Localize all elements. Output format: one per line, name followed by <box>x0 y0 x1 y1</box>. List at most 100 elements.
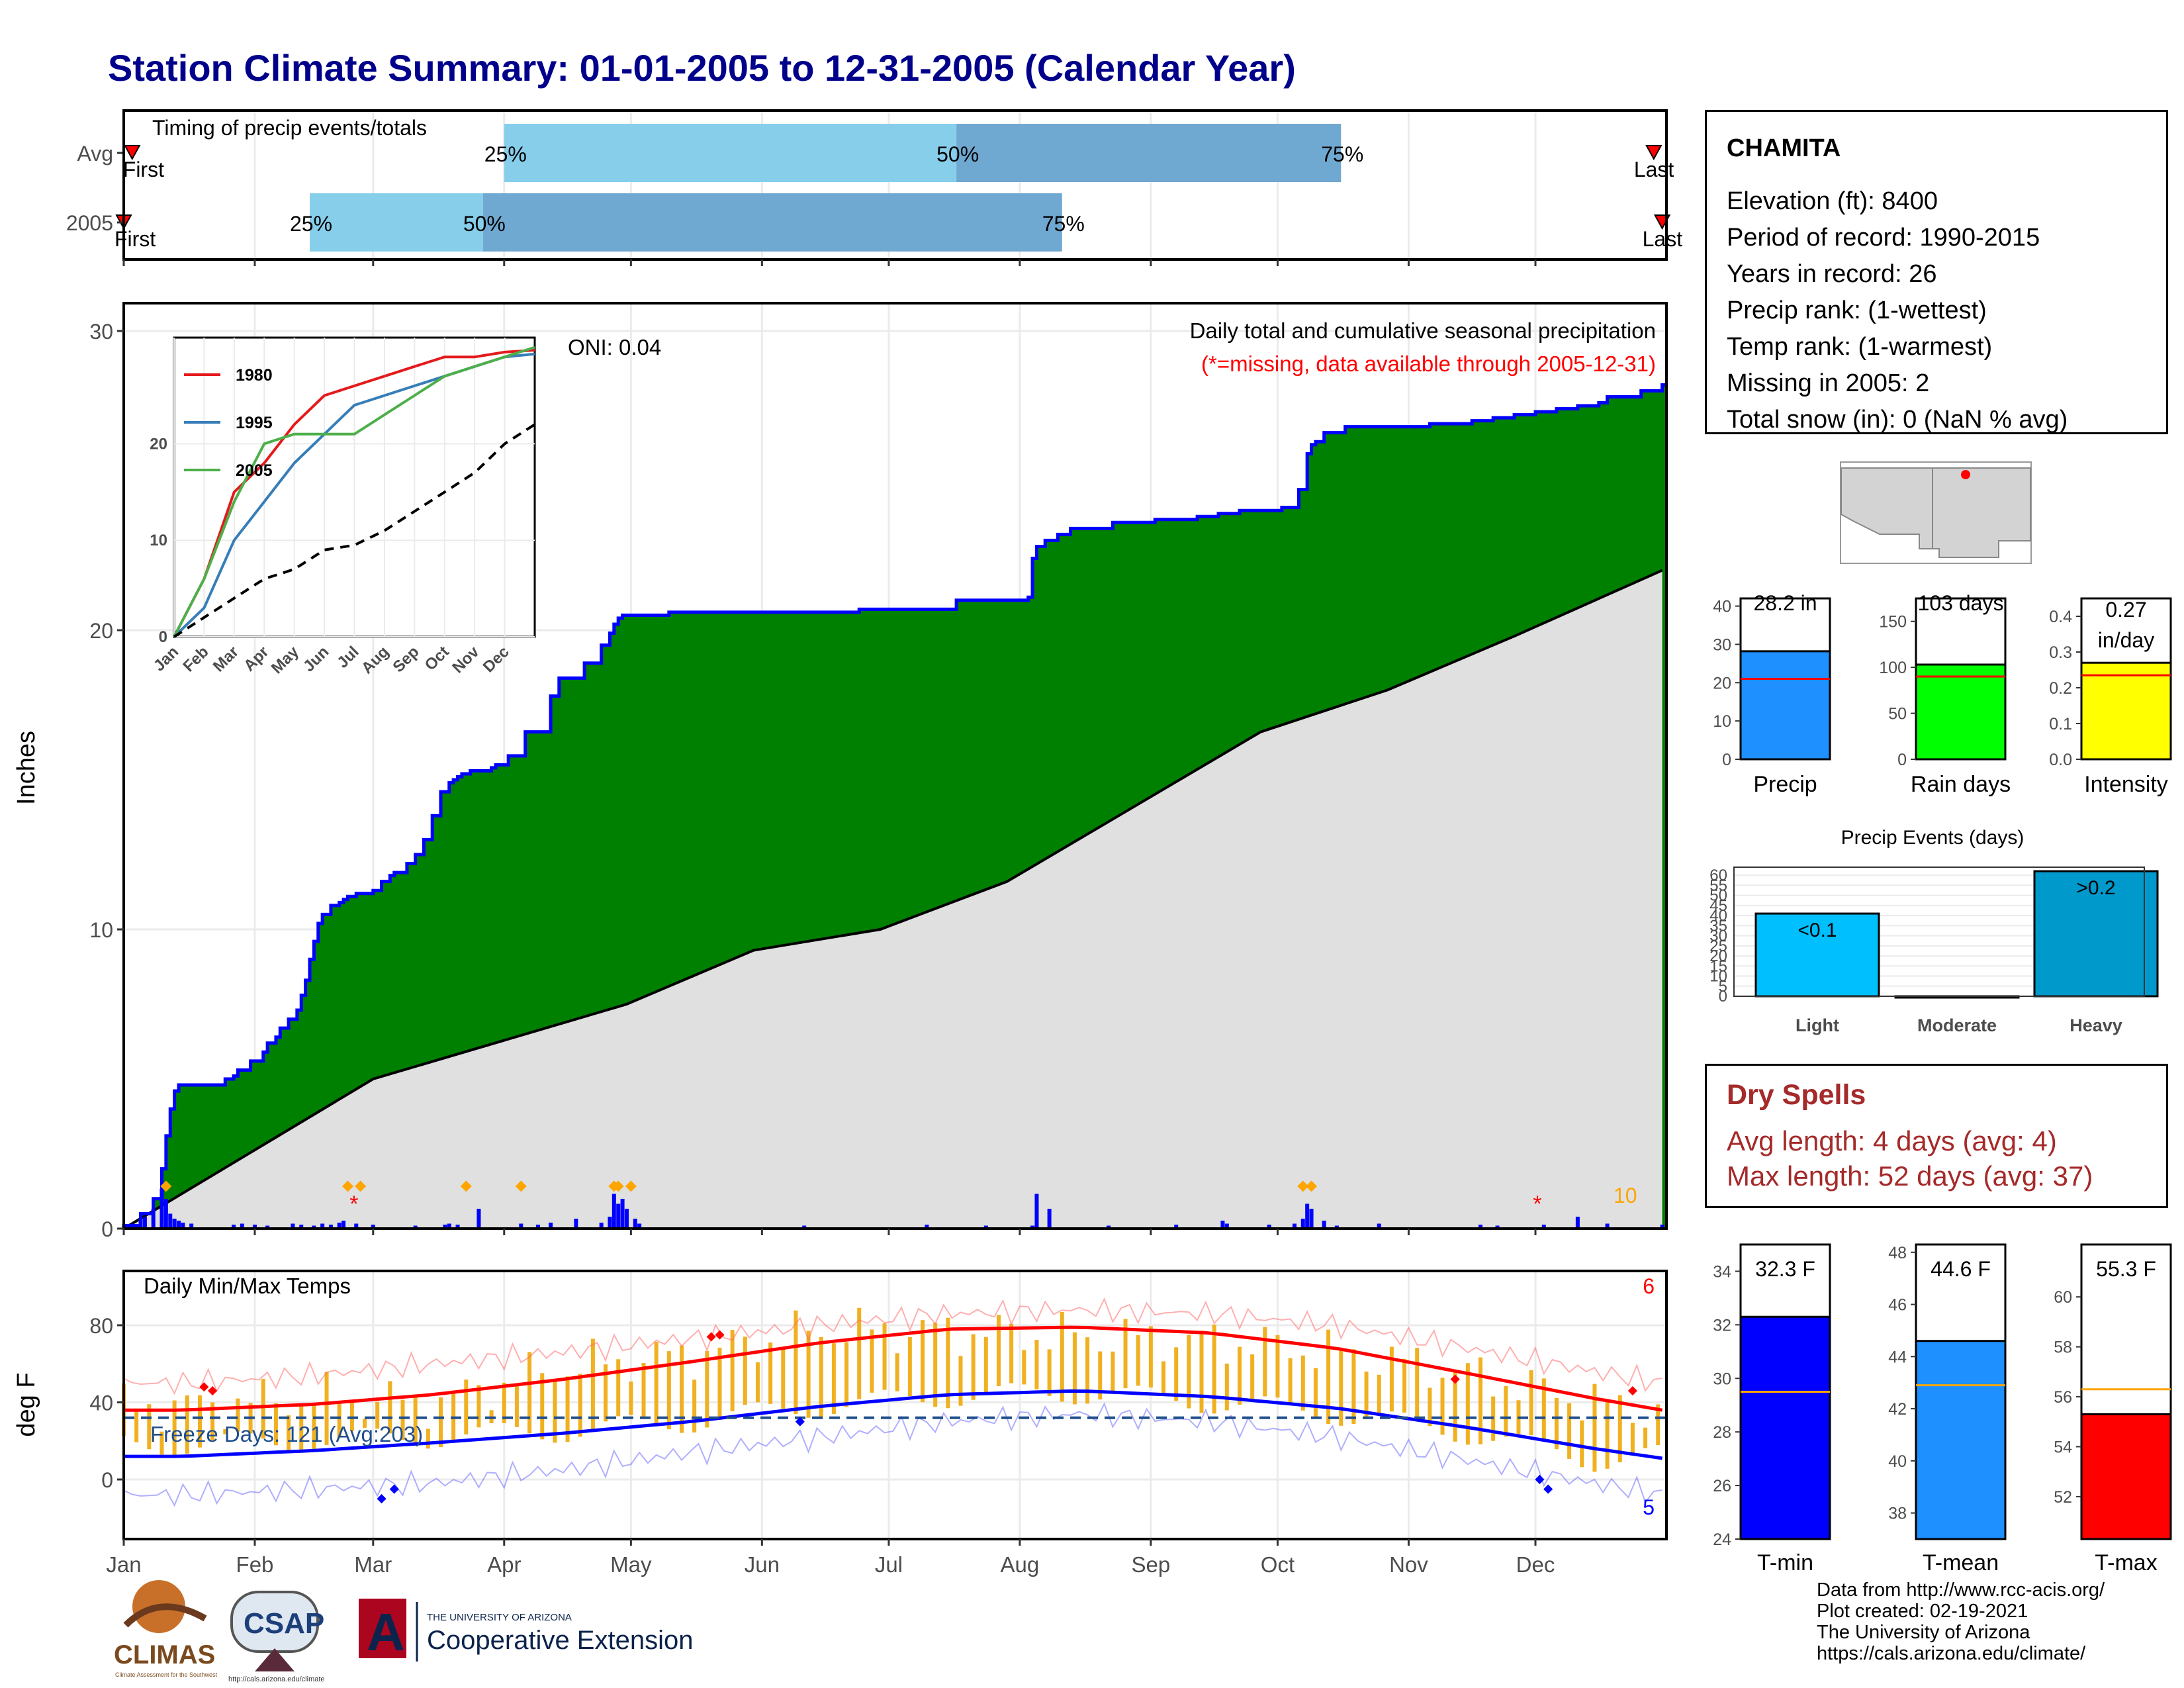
state-outline <box>1841 467 2031 558</box>
daily-temp-range-bar <box>1136 1335 1140 1386</box>
daily-precip-bar <box>328 1225 333 1229</box>
daily-temp-range-bar <box>375 1401 380 1429</box>
temp-frame <box>122 1270 1668 1540</box>
station-line: Elevation (ft): 8400 <box>1727 187 1938 215</box>
record-high-line <box>123 1297 1662 1395</box>
daily-temp-range-bar <box>312 1403 316 1451</box>
daily-temp-range-bar <box>299 1404 304 1453</box>
oni-label: ONI: 0.04 <box>568 335 661 359</box>
daily-temp-range-bar <box>464 1379 469 1434</box>
temp-y-axis-label: deg F <box>13 1372 40 1436</box>
daily-temp-range-bar <box>907 1336 912 1396</box>
daily-temp-range-bar <box>1161 1361 1166 1393</box>
summary-y-tick-label: 50 <box>1888 705 1907 724</box>
precip-y-tick-label: 30 <box>89 320 113 344</box>
daily-temp-range-bar <box>654 1342 659 1424</box>
temp-y-tick-label: 28 <box>1713 1423 1731 1442</box>
temp-y-tick-label: 48 <box>1888 1244 1907 1262</box>
daily-temp-range-bar <box>705 1351 709 1428</box>
events-bar <box>1754 912 1880 998</box>
daily-temp-range-bar <box>1148 1326 1153 1388</box>
events-y-tick-label: 0 <box>1719 988 1727 1006</box>
summary-bar-chart: 28.2 in 0 10 20 30 40 Precip <box>1713 591 1831 797</box>
summary-y-tick-label: 0.3 <box>2049 643 2072 662</box>
precip-panel: * * 10 Daily total and cumulative seasonal … <box>13 302 1668 1241</box>
daily-temp-range-bar <box>1529 1370 1533 1436</box>
temp-y-tick-label: 26 <box>1713 1477 1731 1495</box>
daily-precip-bar <box>535 1225 540 1229</box>
station-line: Total snow (in): 0 (NaN % avg) <box>1727 406 2068 434</box>
daily-temp-range-bar <box>1313 1368 1318 1419</box>
daily-precip-bar <box>320 1223 325 1229</box>
daily-temp-range-bar <box>831 1343 836 1415</box>
daily-temp-range-bar <box>185 1395 189 1454</box>
daily-temp-range-bar <box>134 1409 139 1442</box>
summary-bar <box>1915 663 2007 761</box>
precip-y-tick-label: 10 <box>89 918 113 942</box>
daily-temp-range-bar <box>1111 1351 1115 1394</box>
daily-temp-range-bar <box>857 1307 862 1399</box>
precip-y-tick-label: 20 <box>89 619 113 643</box>
summary-bar-label: Intensity <box>2084 772 2168 797</box>
daily-temp-range-bar <box>502 1382 506 1423</box>
daily-precip-bar <box>159 1189 164 1229</box>
timing-row-label: Avg <box>77 142 113 165</box>
daily-temp-range-bar <box>1605 1399 1610 1469</box>
daily-temp-range-bar <box>1085 1337 1090 1404</box>
daily-temp-range-bar <box>1453 1372 1457 1442</box>
daily-precip-bar <box>1034 1194 1039 1229</box>
csap-wordmark: CSAP <box>244 1607 324 1640</box>
daily-temp-range-bar <box>1479 1357 1483 1444</box>
daily-precip-bar <box>252 1225 257 1229</box>
record-low-count: 5 <box>1643 1495 1655 1519</box>
daily-precip-bar <box>168 1213 173 1229</box>
summary-bar-chart: 103 days 0 50 100 150 Rain days <box>1879 591 2011 797</box>
daily-precip-bar <box>130 1223 134 1229</box>
daily-temp-range-bar <box>1212 1324 1216 1414</box>
daily-temp-range-bar <box>692 1380 697 1432</box>
temp-y-tick-label: 42 <box>1888 1400 1907 1419</box>
daily-temp-range-bar <box>641 1363 646 1418</box>
month-tick-label: Oct <box>1261 1552 1295 1577</box>
daily-temp-range-bar <box>1098 1351 1103 1400</box>
daily-temp-range-bar <box>794 1310 798 1415</box>
temp-y-tick-label: 30 <box>1713 1370 1731 1388</box>
timing-bar-upper <box>482 193 1062 252</box>
summary-y-tick-label: 0 <box>1722 751 1731 769</box>
daily-temp-range-bar <box>400 1399 405 1440</box>
daily-precip-bar <box>633 1219 637 1229</box>
daily-temp-range-bar <box>527 1352 532 1434</box>
temp-bar-label: T-min <box>1757 1550 1813 1575</box>
daily-temp-range-bar <box>159 1431 164 1455</box>
daily-temp-range-bar <box>1237 1346 1242 1405</box>
daily-temp-range-bar <box>768 1342 773 1404</box>
daily-precip-bar <box>1220 1221 1225 1229</box>
temp-y-tick-label: 56 <box>2054 1388 2072 1407</box>
daily-temp-range-bar <box>1174 1347 1179 1401</box>
daily-temp-range-bar <box>287 1415 291 1451</box>
temp-summary-chart: 44.6 F 38 40 42 44 46 48 T-mean <box>1888 1243 2007 1575</box>
temp-bar <box>1915 1340 2007 1540</box>
timing-row-label: 2005 <box>66 211 113 235</box>
timing-bar-upper <box>956 124 1342 182</box>
summary-bar-charts: 28.2 in 0 10 20 30 40 Precip 103 days 0 50 100 150 R… <box>1713 591 2172 797</box>
daily-temp-range-bar <box>921 1320 925 1403</box>
daily-precip-bar <box>151 1209 156 1229</box>
cumulative-2005-outline <box>122 383 1666 1229</box>
timing-pct-label: 75% <box>1321 142 1363 166</box>
daily-precip-bar <box>1293 1223 1297 1229</box>
daily-temp-range-bar <box>870 1329 874 1393</box>
heavy-event-marker <box>612 1180 624 1192</box>
daily-precip-bar <box>232 1225 236 1229</box>
month-tick-label: Sep <box>1132 1552 1171 1577</box>
month-tick-label: Apr <box>487 1552 521 1577</box>
precip-frame <box>122 302 1668 1230</box>
daily-precip-bar <box>291 1223 295 1229</box>
events-bar-label: >0.2 <box>2076 877 2115 899</box>
ua-a-icon: A <box>367 1603 405 1662</box>
month-tick-label: Jul <box>875 1552 903 1577</box>
daily-temp-range-bar <box>413 1396 418 1446</box>
logo-strip: CLIMAS Climate Assessment for the Southw… <box>114 1580 693 1683</box>
events-y-tick-label: 20 <box>1709 947 1727 965</box>
daily-temp-range-bar <box>1377 1374 1381 1415</box>
